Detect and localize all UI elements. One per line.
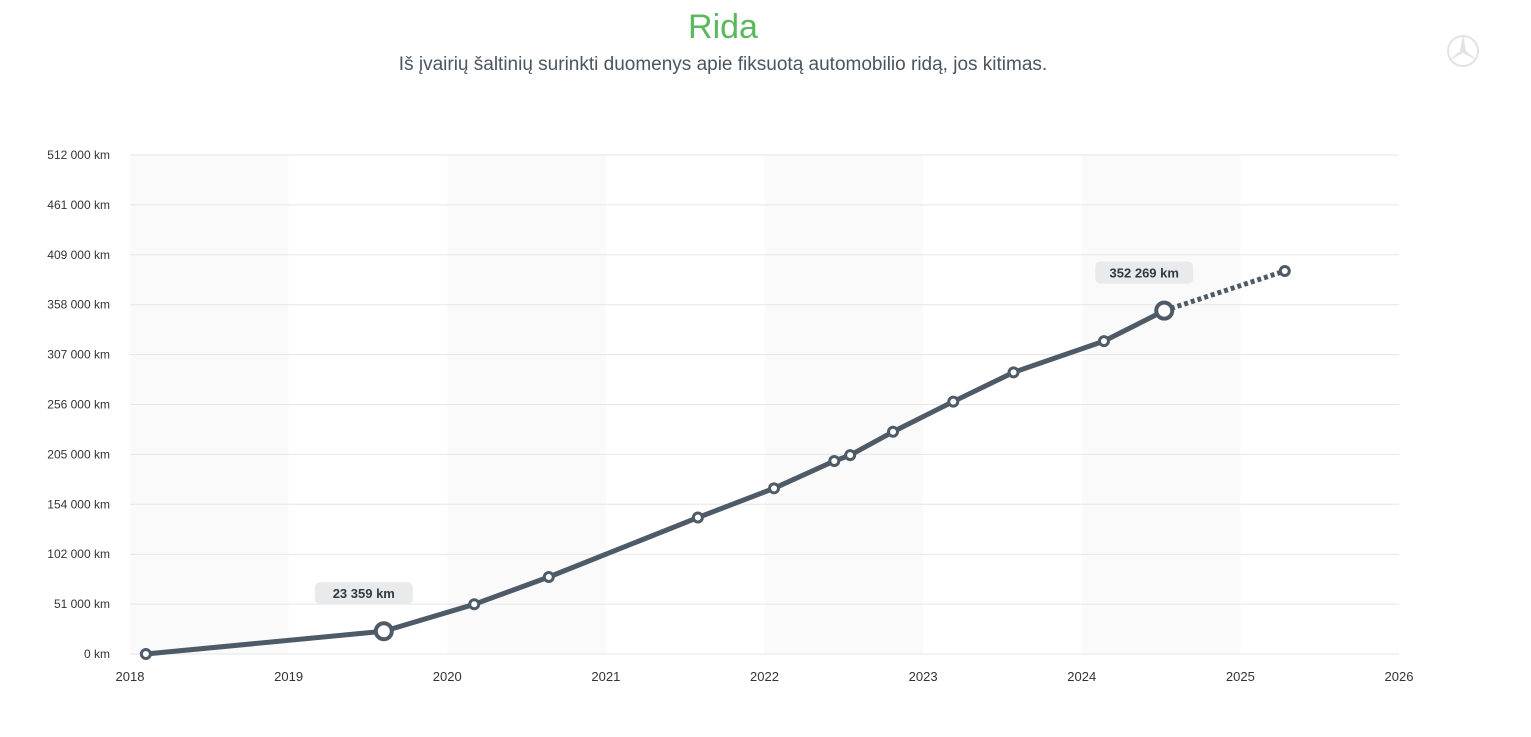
y-tick-label: 51 000 km bbox=[54, 597, 110, 611]
x-tick-label: 2023 bbox=[909, 669, 938, 684]
x-tick-label: 2020 bbox=[433, 669, 462, 684]
highlight-point[interactable] bbox=[1154, 300, 1175, 321]
y-tick-label: 205 000 km bbox=[47, 447, 110, 461]
y-tick-label: 409 000 km bbox=[47, 248, 110, 262]
y-tick-label: 358 000 km bbox=[47, 298, 110, 312]
data-point[interactable] bbox=[1278, 264, 1291, 277]
forecast-line bbox=[1163, 268, 1286, 314]
page-title: Rida bbox=[688, 8, 758, 46]
highlight-point[interactable] bbox=[373, 621, 394, 642]
data-point[interactable] bbox=[828, 455, 841, 468]
data-point[interactable] bbox=[886, 425, 899, 438]
data-labels: 23 359 km 352 269 km bbox=[314, 261, 1194, 605]
data-point[interactable] bbox=[947, 395, 960, 408]
data-point[interactable] bbox=[768, 482, 781, 495]
y-tick-label: 512 000 km bbox=[47, 148, 110, 162]
data-point[interactable] bbox=[139, 648, 152, 660]
data-point[interactable] bbox=[468, 598, 481, 611]
y-axis: 0 km 51 000 km 102 000 km 154 000 km 205 000… bbox=[47, 148, 110, 661]
x-tick-label: 2026 bbox=[1385, 669, 1414, 684]
data-point[interactable] bbox=[691, 511, 704, 524]
x-tick-label: 2024 bbox=[1067, 669, 1096, 684]
x-tick-label: 2021 bbox=[591, 669, 620, 684]
data-point[interactable] bbox=[542, 571, 555, 584]
x-axis: 2018 2019 2020 2021 2022 2023 2024 2025 2026 bbox=[116, 669, 1414, 684]
data-point[interactable] bbox=[844, 449, 857, 462]
y-tick-label: 154 000 km bbox=[47, 497, 110, 511]
mercedes-star-icon bbox=[1447, 34, 1479, 67]
page-subtitle: Iš įvairių šaltinių surinkti duomenys ap… bbox=[398, 54, 1048, 75]
mileage-line bbox=[143, 308, 1167, 657]
data-point[interactable] bbox=[1007, 366, 1020, 379]
x-tick-label: 2018 bbox=[116, 669, 145, 684]
y-tick-label: 307 000 km bbox=[47, 348, 110, 362]
x-tick-label: 2019 bbox=[274, 669, 303, 684]
y-tick-label: 256 000 km bbox=[47, 398, 110, 412]
x-tick-label: 2022 bbox=[750, 669, 779, 684]
data-points bbox=[139, 264, 1291, 660]
x-tick-label: 2025 bbox=[1226, 669, 1255, 684]
y-tick-label: 102 000 km bbox=[47, 547, 110, 561]
data-point[interactable] bbox=[1097, 335, 1110, 348]
data-label-bg bbox=[1095, 261, 1194, 284]
data-label-bg bbox=[314, 582, 413, 605]
data-label: 352 269 km bbox=[1110, 266, 1179, 281]
y-tick-label: 461 000 km bbox=[47, 198, 110, 212]
data-label: 23 359 km bbox=[333, 586, 395, 601]
y-tick-label: 0 km bbox=[84, 647, 110, 661]
